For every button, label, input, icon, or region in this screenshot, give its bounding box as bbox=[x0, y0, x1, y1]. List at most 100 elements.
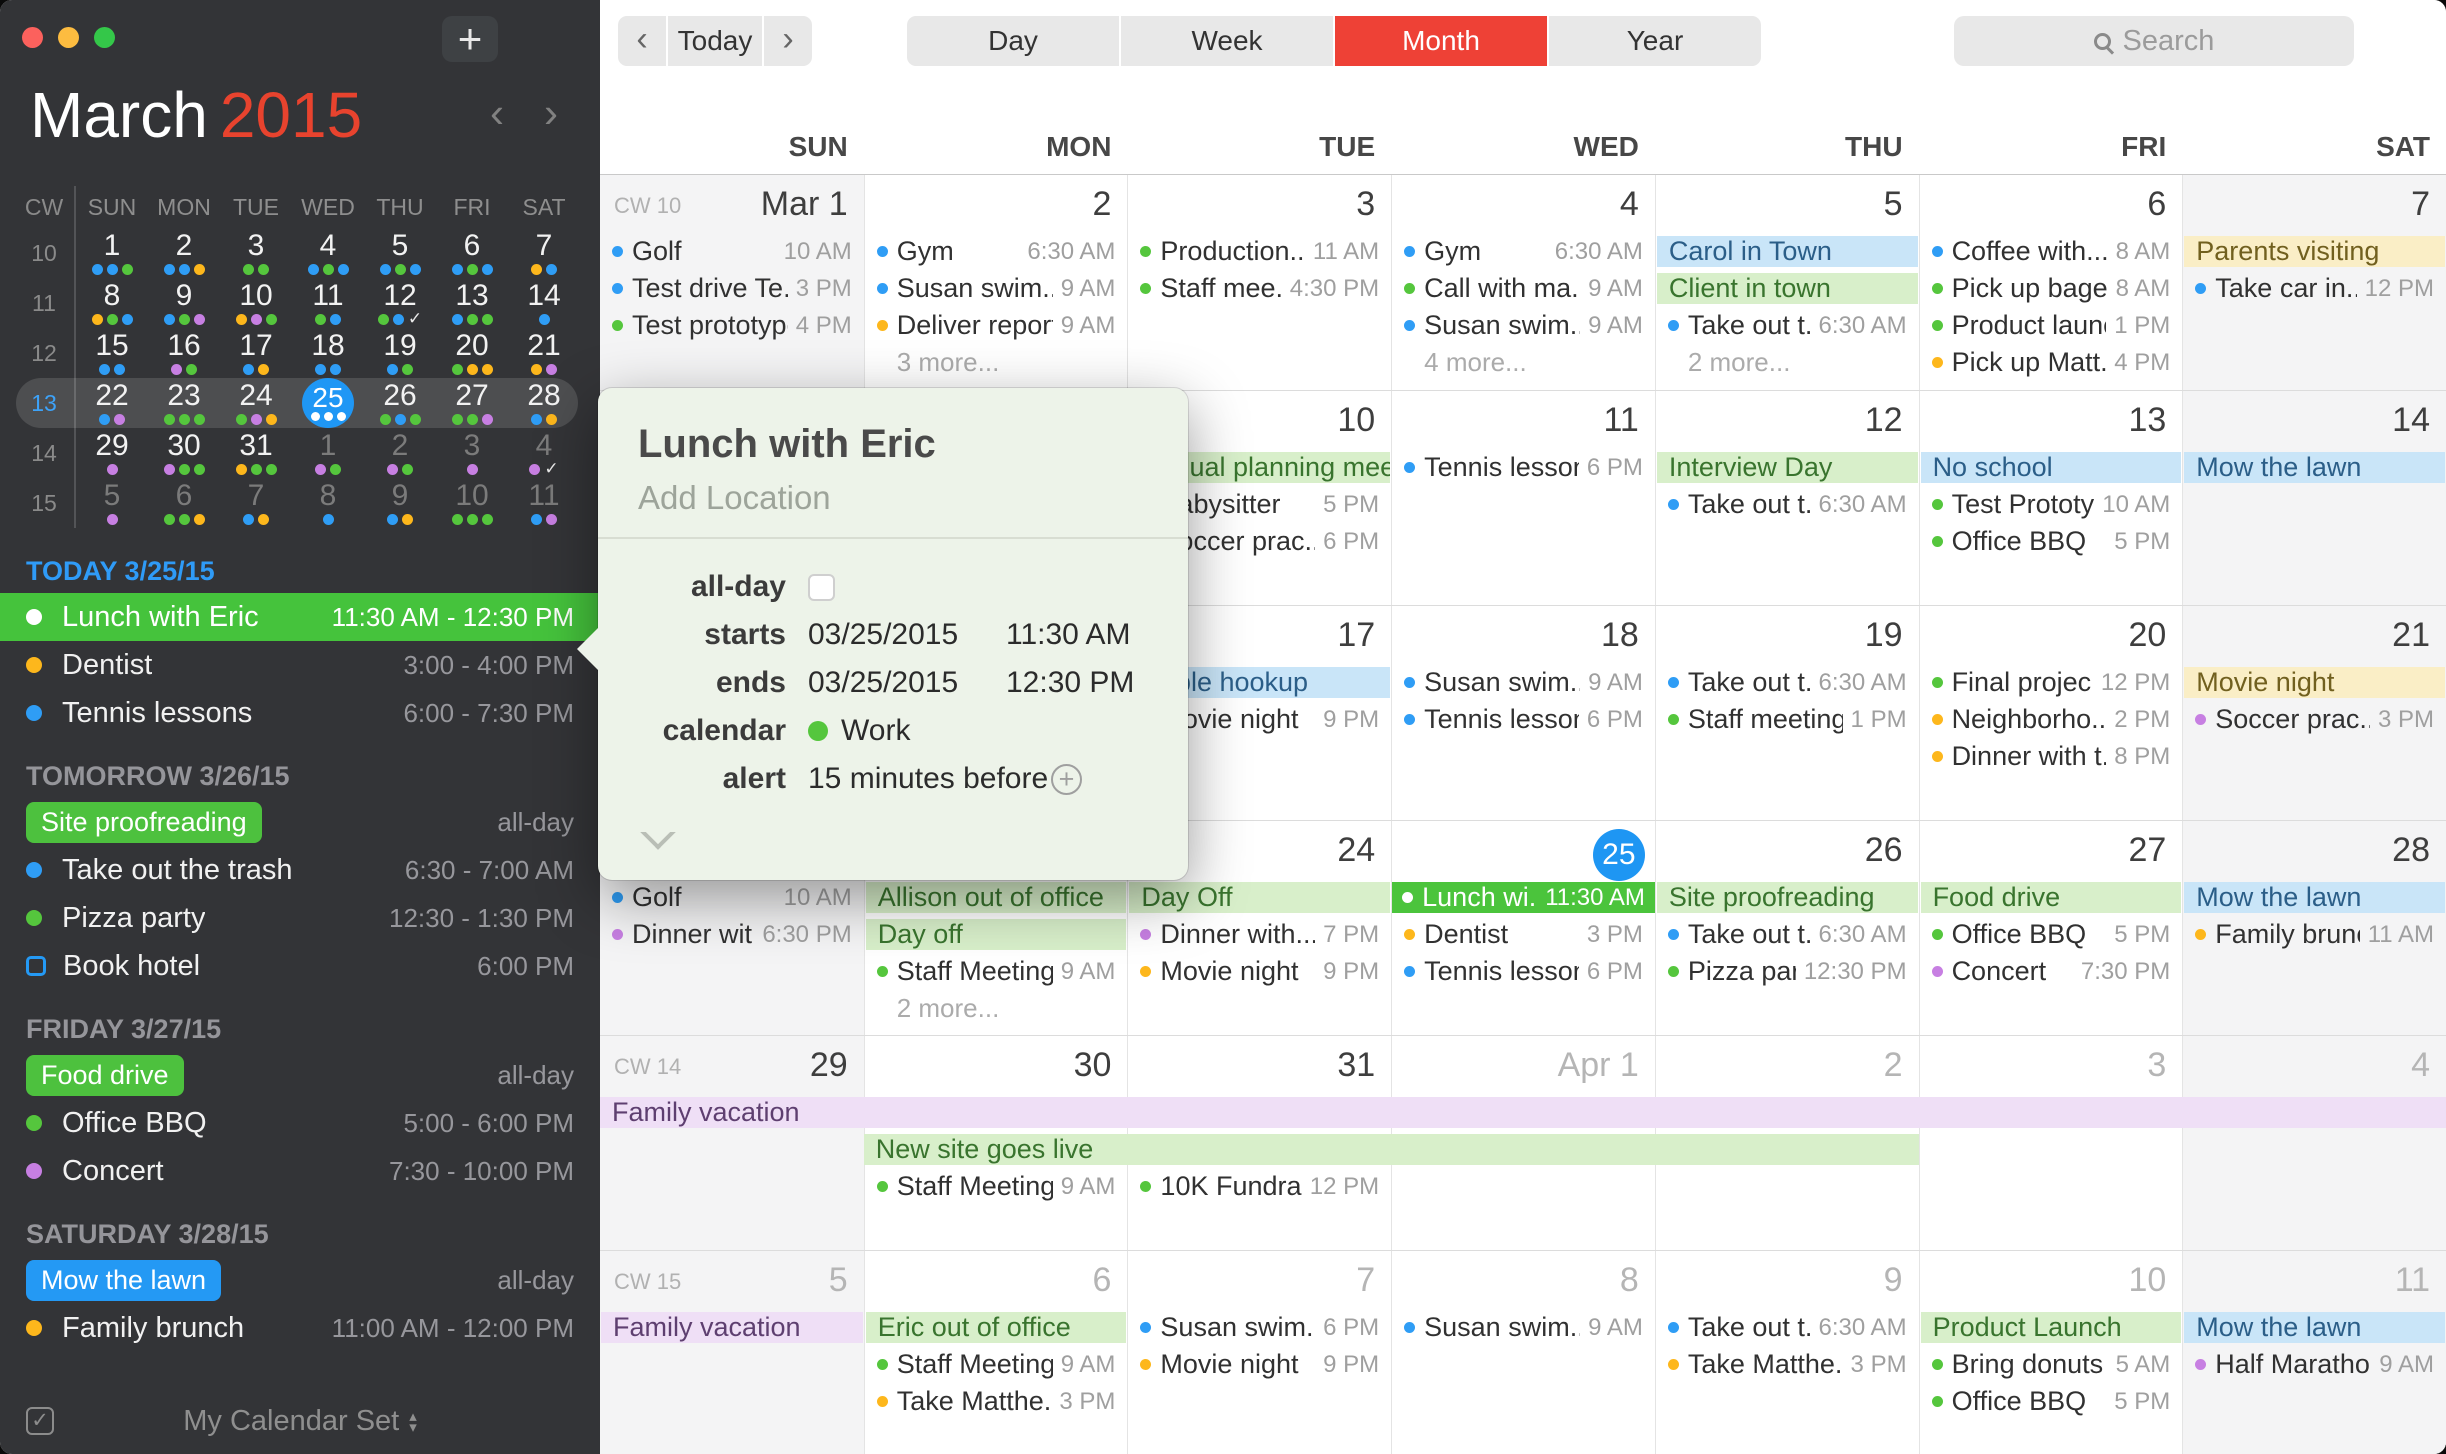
mini-day-cell[interactable]: 12 ✓ bbox=[364, 278, 436, 328]
all-day-event-banner[interactable]: Mow the lawn bbox=[2184, 882, 2445, 913]
agenda-event-row[interactable]: Mow the lawn all-day bbox=[0, 1256, 600, 1304]
timed-event[interactable]: Susan swim... 9 AM bbox=[1392, 1309, 1655, 1346]
mini-day-cell[interactable]: 28 bbox=[508, 378, 580, 428]
timed-event[interactable]: Movie night 9 PM bbox=[1128, 1346, 1391, 1383]
all-day-event-banner[interactable]: Eric out of office bbox=[865, 1312, 1127, 1343]
field-value[interactable]: Work bbox=[841, 714, 911, 747]
agenda-event-row[interactable]: Food drive all-day bbox=[0, 1051, 600, 1099]
timed-event[interactable]: Movie night 9 PM bbox=[1128, 953, 1391, 990]
view-tab-week[interactable]: Week bbox=[1121, 16, 1333, 66]
all-day-event-banner[interactable]: Day off bbox=[865, 919, 1127, 950]
all-day-event-banner[interactable]: Carol in Town bbox=[1656, 236, 1918, 267]
field-time-value[interactable]: 11:30 AM bbox=[1006, 618, 1131, 651]
all-day-event-banner[interactable]: No school bbox=[1920, 452, 2182, 483]
day-cell-27[interactable]: 27 Food drive Office BBQ 5 PM Concert 7:30 PM bbox=[1918, 821, 2183, 1035]
all-day-event-banner[interactable]: Product Launch bbox=[1920, 1312, 2182, 1343]
mini-day-cell[interactable]: 16 bbox=[148, 328, 220, 378]
field-value[interactable]: 15 minutes before bbox=[808, 762, 1049, 795]
timed-event[interactable]: Bring donuts 5 AM bbox=[1920, 1346, 2183, 1383]
timed-event[interactable]: Deliver reports9 AM bbox=[865, 307, 1128, 344]
day-cell-8[interactable]: 8 Susan swim... 9 AM bbox=[1391, 1251, 1655, 1454]
agenda-event-row[interactable]: Pizza party 12:30 - 1:30 PM bbox=[0, 894, 600, 942]
timed-event[interactable]: Soccer prac... 3 PM bbox=[2183, 701, 2446, 738]
all-day-event-banner[interactable]: Interview Day bbox=[1656, 452, 1918, 483]
mini-day-cell[interactable]: 4 ✓ bbox=[508, 428, 580, 478]
timed-event[interactable]: Test prototype 4 PM bbox=[600, 307, 864, 344]
mini-day-cell[interactable]: 6 bbox=[436, 228, 508, 278]
agenda-event-row[interactable]: Office BBQ 5:00 - 6:00 PM bbox=[0, 1099, 600, 1147]
timed-event[interactable]: Take out t...6:30 AM bbox=[1656, 486, 1919, 523]
location-field[interactable]: Add Location bbox=[638, 479, 831, 516]
view-tab-day[interactable]: Day bbox=[907, 16, 1119, 66]
event-title-field[interactable]: Lunch with Eric bbox=[638, 422, 936, 466]
mini-day-cell[interactable]: 20 bbox=[436, 328, 508, 378]
timed-event[interactable]: 10K Fundra...12 PM bbox=[1128, 1168, 1391, 1205]
mini-day-cell[interactable]: 23 bbox=[148, 378, 220, 428]
mini-day-cell[interactable]: 7 bbox=[508, 228, 580, 278]
mini-day-cell[interactable]: 8 bbox=[76, 278, 148, 328]
mini-day-cell[interactable]: 11 bbox=[508, 478, 580, 528]
agenda-event-row[interactable]: Family brunch 11:00 AM - 12:00 PM bbox=[0, 1304, 600, 1352]
day-cell-11[interactable]: 11 Mow the lawn Half Marathon 9 AM bbox=[2182, 1251, 2446, 1454]
mini-day-cell[interactable]: 5 bbox=[76, 478, 148, 528]
day-cell-31[interactable]: 31 10K Fundra...12 PM bbox=[1127, 1036, 1391, 1250]
timed-event[interactable]: Take out t...6:30 AM bbox=[1656, 307, 1919, 344]
mini-day-cell[interactable]: 2 bbox=[364, 428, 436, 478]
timed-event[interactable]: Susan swim... 9 AM bbox=[1392, 664, 1655, 701]
mini-day-cell[interactable]: 10 bbox=[220, 278, 292, 328]
prev-period-button[interactable]: ‹ bbox=[618, 16, 666, 66]
timed-event[interactable]: Office BBQ 5 PM bbox=[1920, 523, 2183, 560]
timed-event[interactable]: Pick up bagels8 AM bbox=[1920, 270, 2183, 307]
view-tab-year[interactable]: Year bbox=[1549, 16, 1761, 66]
day-cell-7[interactable]: 7 Parents visiting Take car in... 12 PM bbox=[2182, 175, 2446, 390]
mini-day-cell[interactable]: 21 bbox=[508, 328, 580, 378]
more-events-link[interactable]: 2 more... bbox=[896, 993, 1000, 1023]
timed-event[interactable]: Golf 10 AM bbox=[600, 879, 864, 916]
expand-chevron-icon[interactable] bbox=[640, 832, 676, 850]
timed-event[interactable]: Golf 10 AM bbox=[600, 233, 864, 270]
agenda-event-row[interactable]: Book hotel 6:00 PM bbox=[0, 942, 600, 990]
day-cell-10[interactable]: 10 Product Launch Bring donuts 5 AM Office B… bbox=[1918, 1251, 2183, 1454]
mini-day-cell[interactable]: 18 bbox=[292, 328, 364, 378]
field-date-value[interactable]: 03/25/2015 bbox=[808, 618, 959, 651]
field-time-value[interactable]: 12:30 PM bbox=[1006, 666, 1135, 699]
timed-event[interactable]: Gym 6:30 AM bbox=[1392, 233, 1655, 270]
all-day-event-banner[interactable]: Movie night bbox=[2184, 667, 2445, 698]
all-day-event-banner[interactable]: Mow the lawn bbox=[2184, 452, 2445, 483]
day-cell-7[interactable]: 7 Susan swim... 6 PM Movie night 9 PM bbox=[1127, 1251, 1391, 1454]
more-events-link[interactable]: 2 more... bbox=[1687, 347, 1791, 377]
mini-day-cell[interactable]: 10 bbox=[436, 478, 508, 528]
mini-day-cell[interactable]: 19 bbox=[364, 328, 436, 378]
agenda-event-row[interactable]: Take out the trash 6:30 - 7:00 AM bbox=[0, 846, 600, 894]
today-button[interactable]: Today bbox=[668, 16, 762, 66]
field-date-value[interactable]: 03/25/2015 bbox=[808, 666, 959, 699]
timed-event[interactable]: Office BBQ 5 PM bbox=[1920, 1383, 2183, 1420]
timed-event[interactable]: Final projec...12 PM bbox=[1920, 664, 2183, 701]
zoom-button[interactable] bbox=[94, 27, 115, 48]
mini-day-cell[interactable]: 22 bbox=[76, 378, 148, 428]
timed-event[interactable]: Dinner wit... 6:30 PM bbox=[600, 916, 864, 953]
calendar-set-checkbox-icon[interactable]: ✓ bbox=[26, 1407, 54, 1435]
all-day-event-banner[interactable]: Allison out of office bbox=[865, 882, 1127, 913]
all-day-event-banner[interactable]: Mow the lawn bbox=[2184, 1312, 2445, 1343]
mini-day-cell[interactable]: 15 bbox=[76, 328, 148, 378]
mini-day-cell[interactable]: 24 bbox=[220, 378, 292, 428]
task-checkbox[interactable] bbox=[26, 956, 46, 976]
timed-event[interactable]: Take Matthe... 3 PM bbox=[865, 1383, 1128, 1420]
mini-day-cell[interactable]: 4 bbox=[292, 228, 364, 278]
timed-event[interactable]: Coffee with... 8 AM bbox=[1920, 233, 2183, 270]
all-day-event-banner[interactable]: Day Off bbox=[1129, 882, 1391, 913]
add-alert-button[interactable]: + bbox=[1051, 763, 1082, 795]
day-cell-24[interactable]: 24 Day Off Dinner with... 7 PM Movie night 9 … bbox=[1127, 821, 1391, 1035]
